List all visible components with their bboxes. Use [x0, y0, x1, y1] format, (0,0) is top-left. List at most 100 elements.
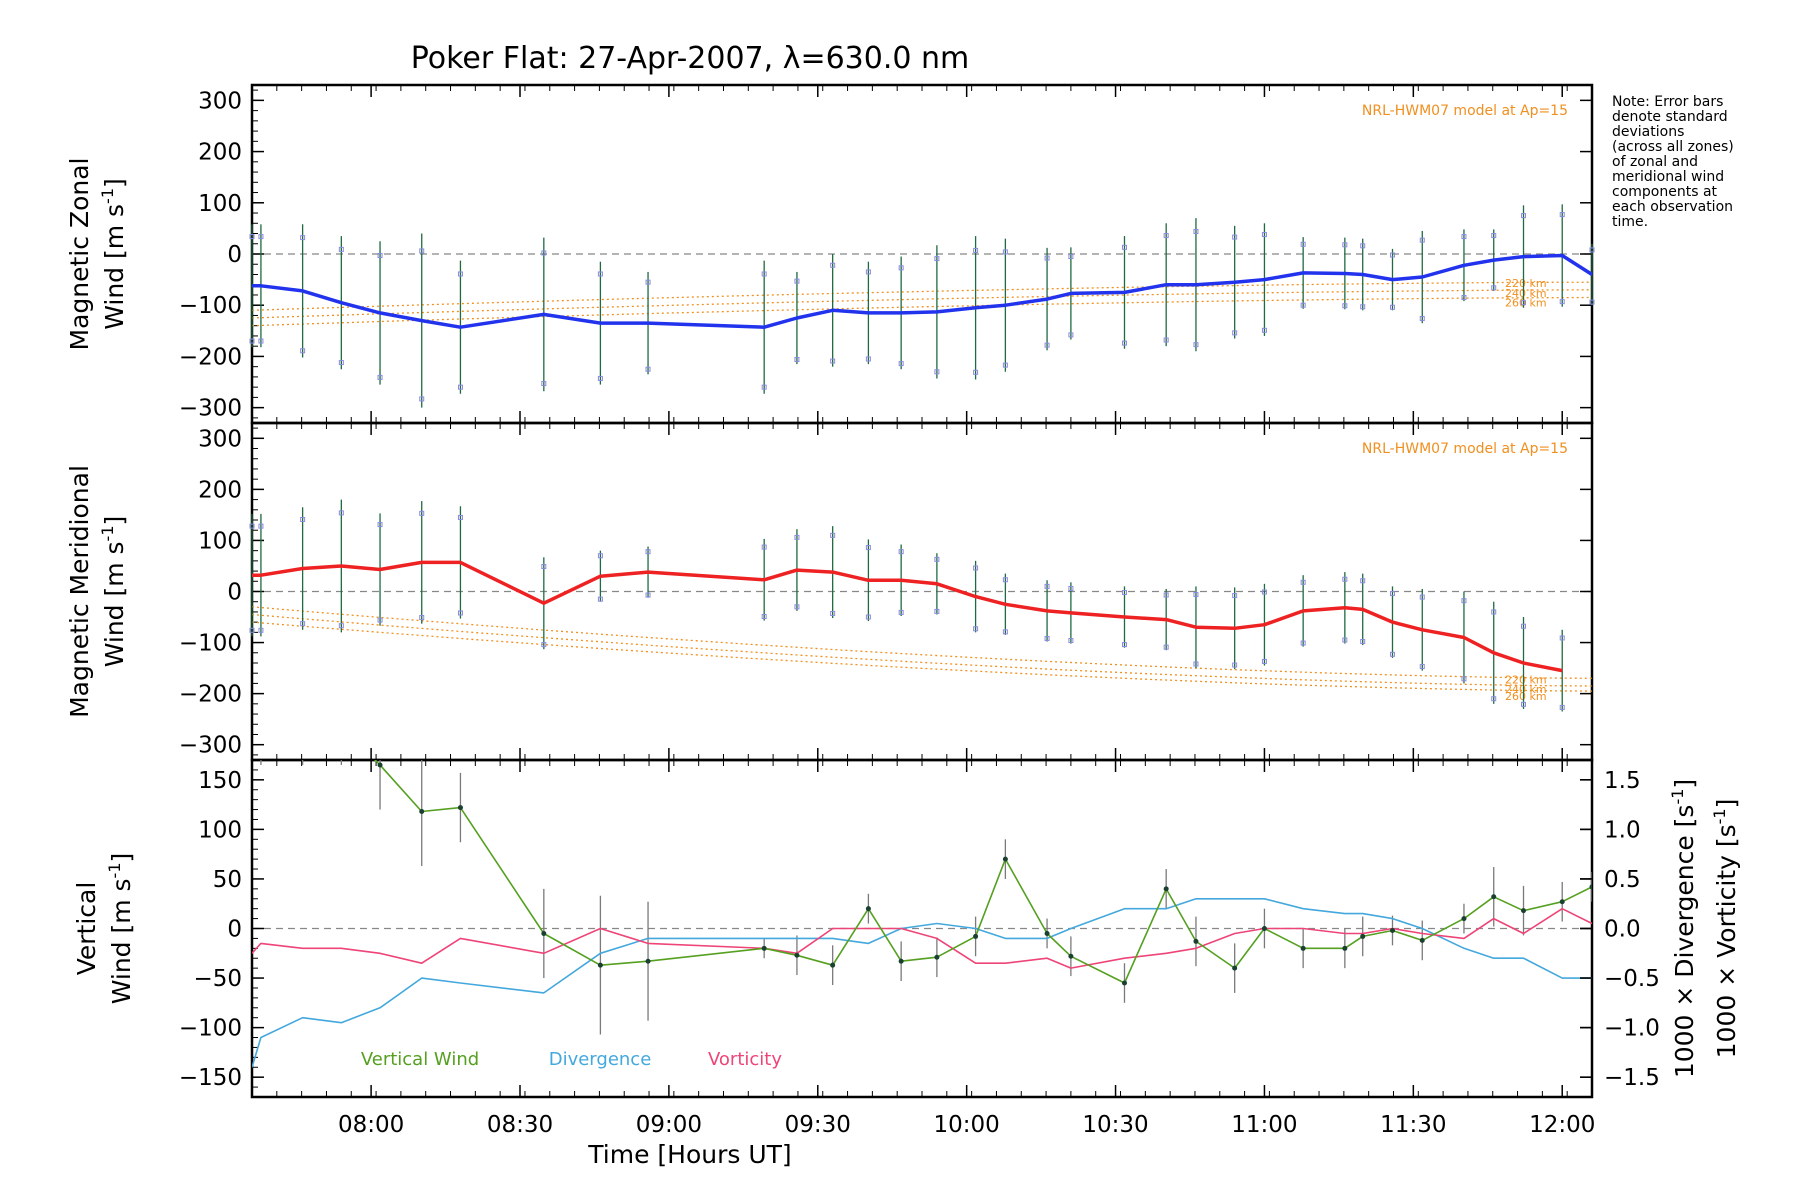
zonal-zone-point	[1559, 212, 1565, 218]
zonal-ylabel-text: Wind [m s	[100, 204, 129, 330]
zonal-zone-point	[597, 271, 603, 277]
vertical-wind-point	[541, 930, 547, 936]
vertical-ylabel-line1: Vertical	[72, 882, 101, 976]
meridional-ytick-label-1: −200	[179, 682, 242, 708]
zonal-zone-point	[1044, 255, 1050, 261]
meridional-zone-point	[934, 556, 940, 562]
zonal-zone-point	[1163, 337, 1169, 343]
vertical-ylabel-close: ]	[107, 853, 136, 863]
vertical-wind-point	[1521, 908, 1527, 914]
meridional-zone-point	[597, 553, 603, 559]
zonal-zone-point	[1342, 303, 1348, 309]
zonal-zone-point	[898, 361, 904, 367]
meridional-zone-point	[1342, 637, 1348, 643]
vertical-wind-point	[1002, 856, 1008, 862]
meridional-model-height-label-0: 220 km	[1505, 673, 1547, 686]
zonal-zone-point	[457, 384, 463, 390]
meridional-zone-point	[1163, 592, 1169, 598]
zonal-zone-point	[419, 248, 425, 254]
note-line-5: meridional wind	[1612, 169, 1724, 185]
vertical-wind-point	[457, 805, 463, 811]
zonal-zone-point	[338, 246, 344, 252]
right-ytick-label-0: −1.5	[1604, 1065, 1660, 1091]
meridional-zone-point	[377, 522, 383, 528]
meridional-zone-point	[1300, 640, 1306, 646]
legend-item-2: Vorticity	[708, 1049, 782, 1070]
meridional-zone-point	[1193, 661, 1199, 667]
right-ytick-label-3: 0.0	[1604, 917, 1641, 943]
zonal-zone-point	[300, 235, 306, 241]
zonal-zone-point	[761, 271, 767, 277]
vertical-ytick-label-2: −50	[193, 966, 242, 992]
zonal-ytick-label-3: 0	[227, 242, 242, 268]
vertical-ytick-label-6: 150	[198, 768, 242, 794]
vertical-wind-point	[1193, 938, 1199, 944]
meridional-zone-point	[1521, 623, 1527, 629]
vertical-ylabel-text: Wind [m s	[107, 878, 136, 1004]
meridional-zone-point	[457, 514, 463, 520]
vertical-ytick-label-3: 0	[227, 917, 242, 943]
meridional-zone-point	[1044, 635, 1050, 641]
zonal-zone-point	[794, 278, 800, 284]
vertical-wind-point	[1559, 899, 1565, 905]
vertical-wind-point	[973, 933, 979, 939]
zonal-zone-point	[1559, 299, 1565, 305]
zonal-zone-point	[1589, 299, 1595, 305]
x-tick-label-0: 08:00	[338, 1112, 404, 1138]
divergence-axis-label-close: ]	[1670, 779, 1699, 789]
meridional-zone-point	[830, 610, 836, 616]
meridional-zone-point	[1002, 577, 1008, 583]
vertical-wind-point	[1121, 980, 1127, 986]
meridional-zone-point	[1068, 638, 1074, 644]
x-tick-label-6: 11:00	[1231, 1112, 1297, 1138]
x-tick-label-5: 10:30	[1082, 1112, 1148, 1138]
meridional-zone-point	[249, 627, 255, 633]
meridional-zone-point	[1068, 585, 1074, 591]
zonal-zone-point	[1121, 340, 1127, 346]
vertical-wind-point	[645, 958, 651, 964]
zonal-zone-point	[249, 338, 255, 344]
meridional-zone-point	[865, 545, 871, 551]
vorticity-axis-label: 1000 × Vorticity [s-1]	[1710, 799, 1741, 1059]
zonal-zone-point	[419, 396, 425, 402]
meridional-zone-point	[1121, 642, 1127, 648]
meridional-ylabel-line1: Magnetic Meridional	[65, 465, 94, 718]
vertical-wind-point	[597, 962, 603, 968]
meridional-zone-point	[457, 610, 463, 616]
zonal-ytick-label-5: 200	[198, 140, 242, 166]
vertical-wind-point	[300, 733, 305, 738]
note-line-0: Note: Error bars	[1612, 94, 1723, 110]
meridional-zone-point	[1461, 676, 1467, 682]
zonal-zone-point	[1360, 304, 1366, 310]
zonal-zone-point	[1261, 327, 1267, 333]
vertical-ytick-label-4: 50	[213, 867, 242, 893]
meridional-zone-point	[377, 617, 383, 623]
meridional-zone-point	[898, 549, 904, 555]
zonal-zone-point	[1419, 316, 1425, 322]
meridional-zone-point	[645, 549, 651, 555]
zonal-zone-point	[794, 356, 800, 362]
zonal-zone-point	[541, 381, 547, 387]
zonal-ytick-label-4: 100	[198, 191, 242, 217]
vorticity-axis-label-close: ]	[1712, 799, 1741, 809]
zonal-zone-point	[541, 250, 547, 256]
zonal-zone-point	[1491, 233, 1497, 239]
zonal-panel: −300 −200 −100 0 100 200 300 Magnetic Zonal Wind…	[65, 83, 1595, 425]
zonal-model-line-0	[251, 281, 1593, 311]
vertical-wind-point	[761, 945, 767, 951]
meridional-zone-point	[973, 626, 979, 632]
meridional-zone-point	[1419, 664, 1425, 670]
zonal-zone-point	[258, 338, 264, 344]
legend-item-0: Vertical Wind	[361, 1049, 479, 1070]
x-axis-label: Time [Hours UT]	[587, 1140, 791, 1169]
meridional-zone-point	[1121, 590, 1127, 596]
zonal-zone-point	[1002, 249, 1008, 255]
meridional-zone-point	[1193, 592, 1199, 598]
vertical-wind-point	[830, 962, 836, 968]
meridional-zone-point	[865, 614, 871, 620]
zonal-zone-point	[1360, 243, 1366, 249]
zonal-zone-point	[1044, 342, 1050, 348]
note-line-6: components at	[1612, 184, 1718, 200]
zonal-zone-point	[645, 279, 651, 285]
